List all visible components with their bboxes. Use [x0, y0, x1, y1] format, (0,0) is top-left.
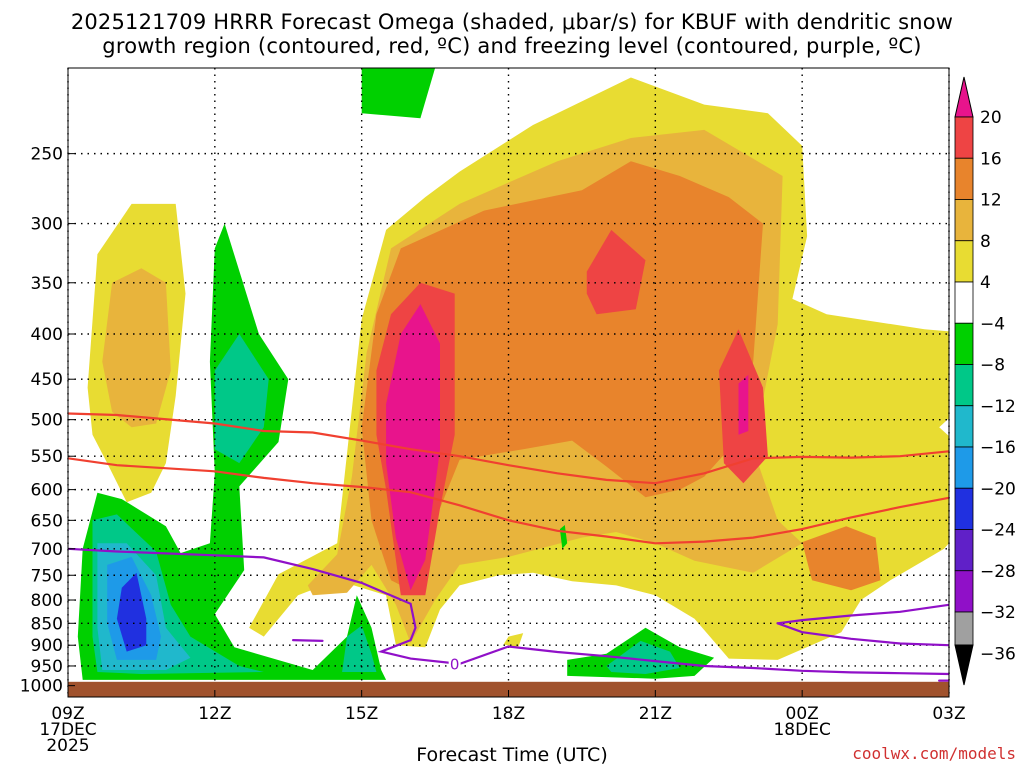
dgz-contour-0 — [68, 412, 949, 485]
freezing-contour-3 — [292, 638, 324, 643]
colorbar-label-12: −32 — [980, 603, 1016, 623]
colorbar-label-4: 4 — [980, 273, 991, 293]
contours: 0 — [68, 412, 949, 682]
xtick-label-24-1: 18DEC — [773, 720, 830, 740]
ytick-label-600: 600 — [31, 481, 63, 501]
colorbar-bin-6 — [954, 364, 974, 407]
omega-region-22 — [503, 633, 524, 648]
xtick-label-9-1: 17DEC — [39, 720, 96, 740]
freezing-contour-1 — [776, 603, 949, 625]
omega-region-1 — [102, 268, 171, 428]
colorbar-bin-1 — [954, 157, 974, 200]
colorbar-bin-2 — [954, 199, 974, 242]
colorbar-bin-10 — [954, 529, 974, 572]
omega-region-13 — [214, 334, 269, 464]
colorbar-bin-5 — [954, 322, 974, 365]
xtick-label-27-0: 03Z — [932, 704, 965, 724]
colorbar-bottom-arrow — [954, 644, 974, 686]
axes: 2503003504004505005506006507007508008509… — [20, 145, 966, 756]
xtick-label-9-0: 09Z — [51, 704, 84, 724]
ytick-label-800: 800 — [31, 591, 63, 611]
ytick-label-950: 950 — [31, 657, 63, 677]
chart-title-line1: 2025121709 HRRR Forecast Omega (shaded, … — [70, 10, 954, 34]
colorbar-bin-11 — [954, 570, 974, 613]
ytick-label-500: 500 — [31, 411, 63, 431]
colorbar-bin-12 — [954, 611, 974, 646]
omega-region-10 — [738, 374, 749, 435]
ytick-label-450: 450 — [31, 370, 63, 390]
colorbar-label-6: −8 — [980, 356, 1005, 376]
omega-region-4 — [361, 161, 763, 596]
colorbar-label-0: 20 — [980, 108, 1002, 128]
ytick-label-350: 350 — [31, 274, 63, 294]
contour-label-bg — [448, 654, 461, 672]
colorbar-label-1: 16 — [980, 149, 1002, 169]
xtick-label-12-0: 12Z — [198, 704, 231, 724]
colorbar-label-5: −4 — [980, 314, 1005, 334]
omega-region-5 — [802, 526, 881, 591]
colorbar-label-11: −28 — [980, 562, 1016, 582]
freezing-contour-0 — [68, 547, 949, 676]
omega-region-20 — [606, 640, 680, 674]
ytick-label-700: 700 — [31, 540, 63, 560]
colorbar-bin-3 — [954, 240, 974, 283]
ground-fill — [68, 681, 949, 697]
site-credit: coolwx.com/models — [852, 744, 1016, 763]
chart-title-line2: growth region (contoured, red, ºC) and f… — [102, 34, 922, 58]
ytick-label-850: 850 — [31, 614, 63, 634]
dgz-contour-1 — [68, 457, 949, 545]
colorbar-bin-8 — [954, 446, 974, 489]
colorbar-label-13: −36 — [980, 644, 1016, 664]
ytick-label-900: 900 — [31, 636, 63, 656]
colorbar-label-8: −16 — [980, 438, 1016, 458]
ytick-label-400: 400 — [31, 325, 63, 345]
colorbar-bin-9 — [954, 487, 974, 530]
xtick-label-15-0: 15Z — [345, 704, 378, 724]
freezing-contour-label: 0 — [450, 656, 460, 674]
omega-region-7 — [586, 229, 646, 315]
colorbar: 20 16 12 8 4 −4 −8 −12 −16 −20 −24 −28 −32 −36 — [954, 76, 1016, 686]
omega-region-9 — [386, 304, 440, 591]
colorbar-bin-0 — [954, 116, 974, 159]
colorbar-bin-4 — [954, 281, 974, 324]
omega-shading — [77, 68, 949, 680]
freezing-contour-2 — [776, 622, 949, 647]
xtick-label-18-0: 18Z — [492, 704, 525, 724]
colorbar-top-arrow — [954, 76, 974, 118]
ytick-label-750: 750 — [31, 566, 63, 586]
ytick-label-300: 300 — [31, 215, 63, 235]
ytick-label-650: 650 — [31, 511, 63, 531]
xtick-label-24-0: 00Z — [786, 704, 819, 724]
omega-region-18 — [116, 572, 147, 652]
ytick-label-1000: 1000 — [20, 677, 63, 697]
colorbar-label-9: −20 — [980, 479, 1016, 499]
colorbar-label-3: 8 — [980, 232, 991, 252]
colorbar-label-2: 12 — [980, 191, 1002, 211]
xtick-label-9-2: 2025 — [46, 736, 89, 756]
ground-layer — [68, 681, 949, 697]
colorbar-label-7: −12 — [980, 397, 1016, 417]
x-axis-label: Forecast Time (UTC) — [416, 744, 608, 766]
omega-region-15 — [342, 625, 377, 672]
colorbar-label-10: −24 — [980, 521, 1016, 541]
xtick-label-21-0: 21Z — [639, 704, 672, 724]
ytick-label-250: 250 — [31, 145, 63, 165]
omega-region-11 — [361, 68, 436, 119]
colorbar-bin-7 — [954, 405, 974, 448]
ytick-label-550: 550 — [31, 447, 63, 467]
